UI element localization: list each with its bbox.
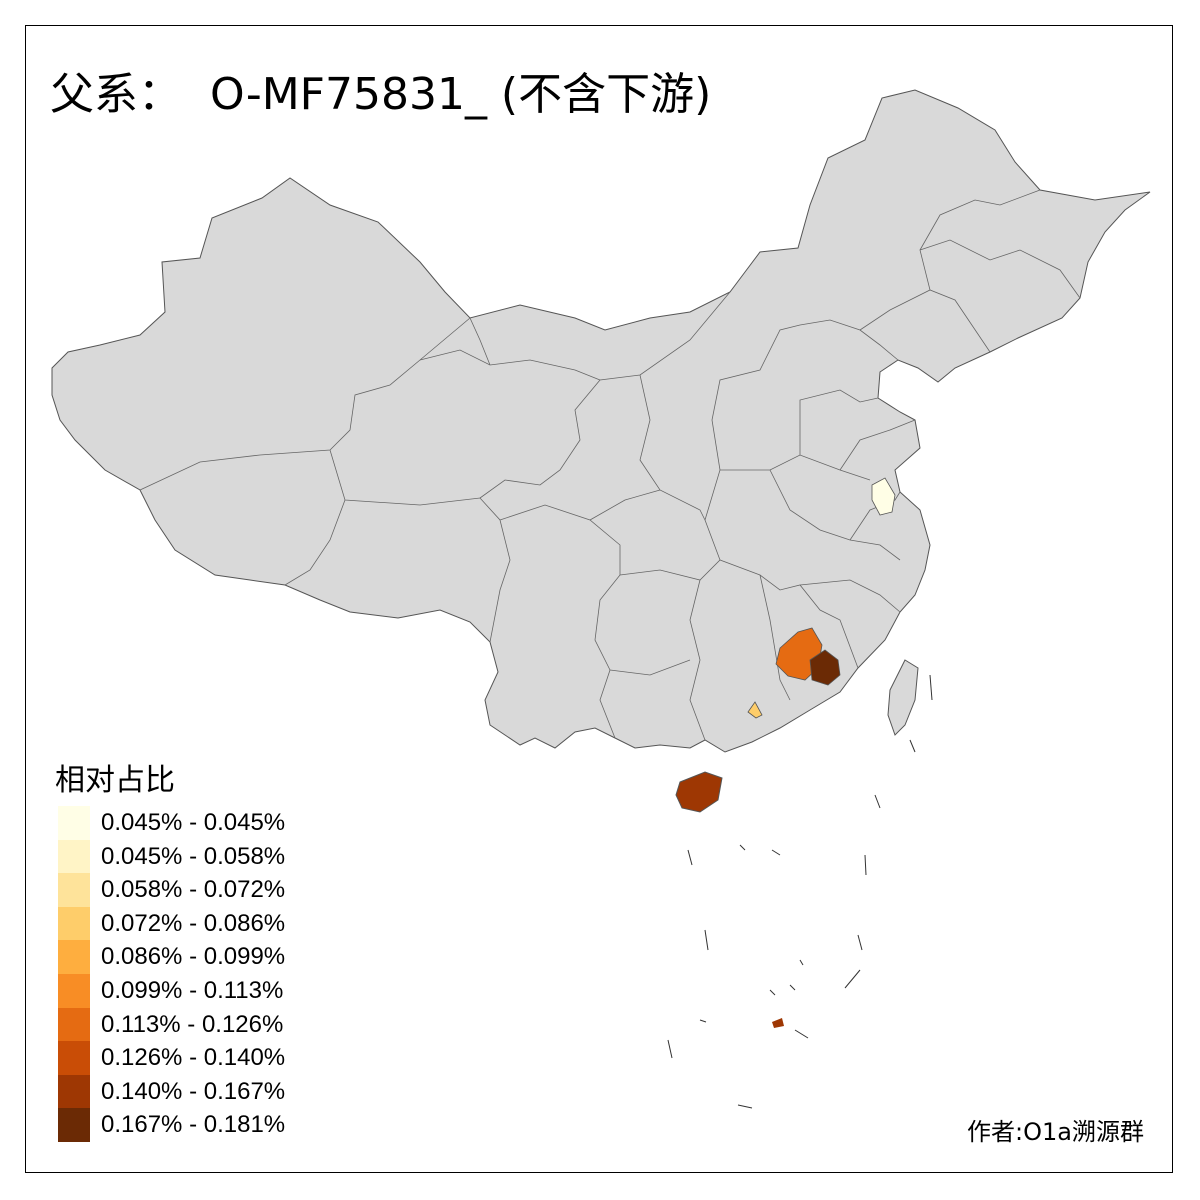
- legend-label: 0.045% - 0.045%: [101, 809, 286, 836]
- map-title: 父系： O-MF75831_ (不含下游): [50, 69, 712, 120]
- legend-label: 0.126% - 0.140%: [101, 1044, 286, 1072]
- legend-swatch: [58, 973, 90, 1008]
- legend-title: 相对占比: [55, 763, 175, 798]
- region-jiangsu: [871, 477, 896, 516]
- south-china-sea-islands: [667, 674, 933, 1109]
- legend-label: 0.086% - 0.099%: [101, 943, 286, 971]
- legend-label: 0.113% - 0.126%: [101, 1010, 284, 1038]
- legend-item: 0.045% - 0.045%: [58, 806, 285, 840]
- legend-item: 0.113% - 0.126%: [58, 1007, 283, 1042]
- legend-item: 0.072% - 0.086%: [58, 906, 285, 941]
- province-borders: [139, 189, 1081, 741]
- legend-item: 0.058% - 0.072%: [58, 873, 285, 907]
- author-credit: 作者:O1a溯源群: [967, 1118, 1144, 1146]
- map-frame: [25, 25, 1173, 1173]
- legend-item: 0.099% - 0.113%: [58, 973, 283, 1008]
- legend-label: 0.058% - 0.072%: [101, 876, 286, 904]
- legend-swatch: [58, 906, 90, 941]
- legend-swatch: [58, 1041, 90, 1075]
- legend-item: 0.045% - 0.058%: [58, 839, 285, 874]
- taiwan: [887, 659, 919, 736]
- legend-label: 0.140% - 0.167%: [101, 1077, 286, 1105]
- legend-swatch: [58, 1108, 90, 1142]
- legend: 0.045% - 0.045% 0.045% - 0.058% 0.058% -…: [58, 806, 285, 1142]
- legend-label: 0.072% - 0.086%: [101, 909, 286, 937]
- legend-swatch: [58, 940, 90, 974]
- sea-island-highlight: [772, 1018, 784, 1028]
- legend-label: 0.045% - 0.058%: [101, 842, 286, 870]
- legend-item: 0.086% - 0.099%: [58, 940, 285, 974]
- region-fujian-west: [809, 649, 841, 686]
- legend-label: 0.167% - 0.181%: [101, 1111, 286, 1139]
- legend-swatch: [58, 873, 90, 907]
- legend-item: 0.167% - 0.181%: [58, 1108, 285, 1142]
- legend-swatch: [58, 1007, 90, 1042]
- legend-item: 0.126% - 0.140%: [58, 1041, 285, 1075]
- region-guangdong-spot: [747, 701, 763, 719]
- legend-label: 0.099% - 0.113%: [101, 976, 284, 1004]
- legend-swatch: [58, 806, 90, 840]
- hainan: [675, 771, 723, 813]
- legend-swatch: [58, 1074, 90, 1109]
- legend-swatch: [58, 839, 90, 874]
- legend-item: 0.140% - 0.167%: [58, 1074, 285, 1109]
